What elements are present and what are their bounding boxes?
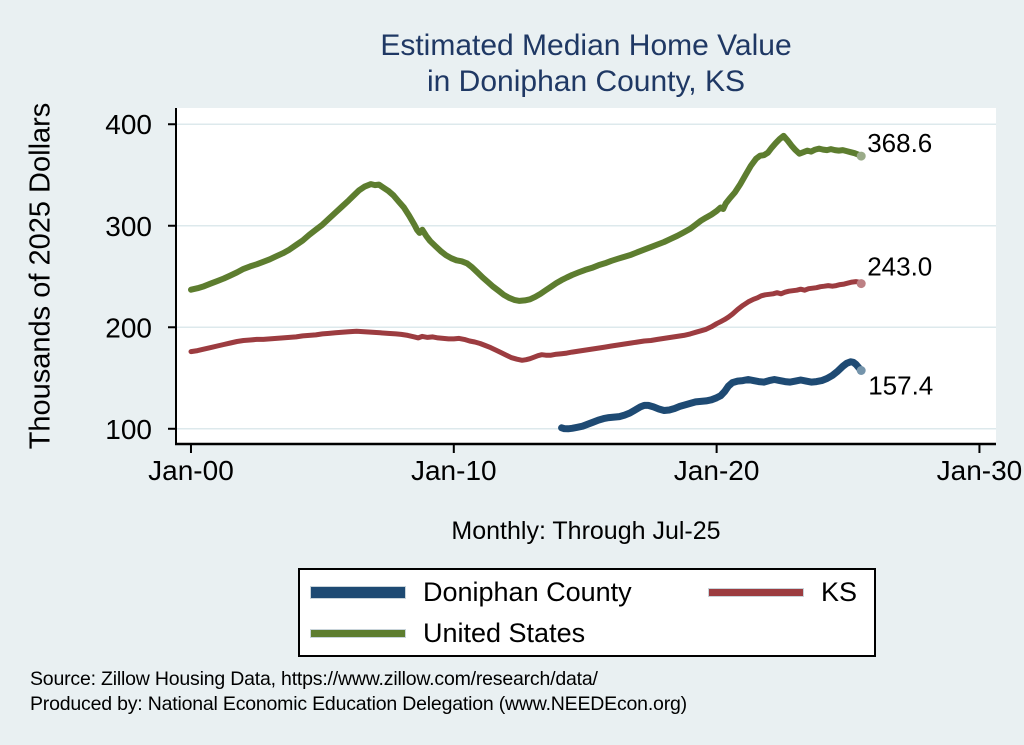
source-line-2: Produced by: National Economic Education… [30, 692, 687, 715]
source-note: Source: Zillow Housing Data, https://www… [30, 667, 687, 716]
united-states-end-dot [856, 151, 866, 161]
legend: Doniphan County KS United States [298, 568, 876, 657]
doniphan-county-end-label: 157.4 [868, 371, 933, 401]
doniphan-county-end-dot [856, 366, 866, 375]
x-tick-label: Jan-20 [674, 455, 760, 486]
y-tick-label: 200 [105, 312, 152, 343]
y-tick-label: 100 [105, 414, 152, 445]
legend-swatch-united-states [310, 628, 406, 638]
chart-title-line-2: in Doniphan County, KS [427, 65, 745, 98]
legend-label-united-states: United States [423, 617, 586, 648]
plot-area: 100 200 300 400 Jan-00 Jan-10 Jan-20 Jan-30 368.… [105, 108, 1023, 486]
ks-line [188, 279, 864, 363]
chart-title-line-1: Estimated Median Home Value [380, 29, 792, 62]
ks-end-label: 243.0 [867, 252, 932, 282]
legend-item-united-states: United States [310, 618, 708, 649]
legend-item-ks: KS [708, 577, 874, 608]
chart-title: Estimated Median Home Value in Doniphan … [176, 28, 996, 100]
legend-item-doniphan-county: Doniphan County [310, 577, 708, 608]
source-line-1: Source: Zillow Housing Data, https://www… [30, 668, 598, 690]
y-tick-label: 300 [105, 211, 152, 242]
legend-label-ks: KS [821, 576, 858, 607]
x-tick-label: Jan-00 [148, 455, 234, 486]
legend-swatch-ks [708, 587, 804, 597]
x-tick-label: Jan-10 [411, 455, 497, 486]
plot-background [176, 108, 996, 444]
united-states-line [188, 132, 865, 304]
x-tick-label: Jan-30 [937, 455, 1023, 486]
y-tick-label: 400 [105, 109, 152, 140]
x-axis-note: Monthly: Through Jul-25 [451, 517, 721, 545]
united-states-end-label: 368.6 [867, 128, 932, 158]
legend-label-doniphan-county: Doniphan County [423, 576, 632, 607]
doniphan-county-line [558, 358, 865, 433]
ks-end-dot [856, 279, 866, 289]
legend-swatch-doniphan-county [310, 585, 406, 599]
